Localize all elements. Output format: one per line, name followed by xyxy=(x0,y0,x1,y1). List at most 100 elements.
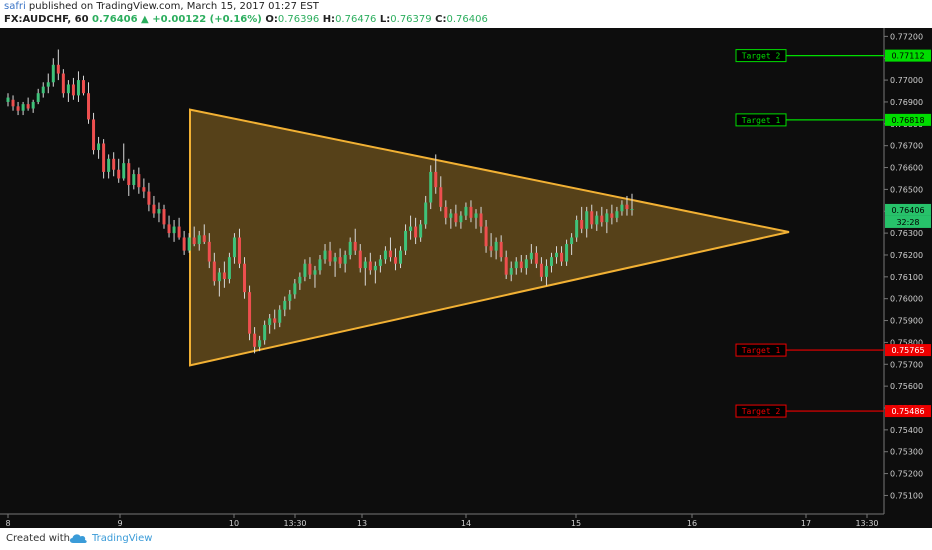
y-tick-label: 0.76200 xyxy=(890,251,923,260)
candle-body xyxy=(132,174,136,186)
created-with-text: Created with xyxy=(6,533,70,544)
y-tick-label: 0.75600 xyxy=(890,382,923,391)
change-value: +0.00122 (+0.16%) xyxy=(152,14,262,25)
target-price-tag xyxy=(885,405,931,418)
candle-body xyxy=(464,206,468,216)
candle-body xyxy=(358,250,362,269)
candle-body xyxy=(479,213,483,227)
candle-body xyxy=(424,202,428,225)
candle-body xyxy=(177,226,181,238)
candle-body xyxy=(353,241,357,251)
last-price: 0.76406 xyxy=(92,14,138,25)
target-price-tag xyxy=(885,49,931,62)
target-price-label: 0.75486 xyxy=(891,407,924,416)
candle-body xyxy=(595,215,599,225)
target-box xyxy=(735,404,787,418)
candle-body xyxy=(620,204,624,212)
candle-body xyxy=(283,300,287,310)
x-tick-label: 10 xyxy=(229,519,239,528)
candle-body xyxy=(21,104,25,111)
candle-body xyxy=(605,213,609,223)
candle-body xyxy=(474,213,478,218)
candle-body xyxy=(600,215,604,223)
candle-body xyxy=(142,187,146,192)
target-box xyxy=(735,343,787,357)
candle-body xyxy=(570,237,574,245)
x-tick-label: 17 xyxy=(801,519,811,528)
candle-body xyxy=(197,235,201,245)
x-tick-label: 13:30 xyxy=(855,519,878,528)
candle-body xyxy=(429,171,433,203)
candle-body xyxy=(41,86,45,94)
candle-body xyxy=(580,220,584,229)
candle-body xyxy=(298,276,302,284)
ohlc-line: FX:AUDCHF, 60 0.76406 ▲ +0.00122 (+0.16%… xyxy=(4,14,488,25)
target-box xyxy=(735,49,787,63)
candle-body xyxy=(227,257,231,280)
y-tick-label: 0.75100 xyxy=(890,491,923,500)
candle-body xyxy=(363,261,367,269)
candle-body xyxy=(449,213,453,218)
candle-body xyxy=(529,252,533,260)
candle-body xyxy=(66,84,70,94)
candle-body xyxy=(419,224,423,238)
candle-body xyxy=(318,259,322,271)
candle-body xyxy=(439,187,443,207)
y-tick-label: 0.76000 xyxy=(890,295,923,304)
candle-body xyxy=(454,213,458,223)
candle-body xyxy=(519,261,523,269)
target-label: Target 2 xyxy=(742,52,781,61)
candle-body xyxy=(71,84,75,96)
candle-body xyxy=(11,99,15,107)
author-link[interactable]: safri xyxy=(4,1,26,12)
candle-body xyxy=(92,119,96,151)
candle-body xyxy=(399,250,403,264)
candle-body xyxy=(117,169,121,179)
chart-canvas[interactable]: 0.772000.771000.770000.769000.768000.767… xyxy=(0,28,932,528)
candle-body xyxy=(76,80,80,96)
candle-body xyxy=(122,163,126,179)
candle-body xyxy=(534,252,538,264)
target-label: Target 1 xyxy=(742,116,781,125)
open-label: O: xyxy=(265,14,278,25)
y-tick-label: 0.76600 xyxy=(890,164,923,173)
candle-body xyxy=(253,333,257,347)
x-tick-label: 8 xyxy=(5,519,10,528)
target-box xyxy=(735,113,787,127)
symbol-label: FX:AUDCHF, 60 xyxy=(4,14,89,25)
y-tick-label: 0.76700 xyxy=(890,142,923,151)
candle-body xyxy=(610,213,614,218)
candle-body xyxy=(630,209,634,211)
candle-body xyxy=(575,220,579,238)
candle-body xyxy=(378,259,382,266)
candle-body xyxy=(393,257,397,264)
candle-body xyxy=(137,174,141,188)
candle-body xyxy=(333,257,337,262)
candle-body xyxy=(514,261,518,269)
candle-body xyxy=(263,324,267,341)
candle-body xyxy=(61,73,65,94)
candle-body xyxy=(222,272,226,280)
candle-body xyxy=(625,204,629,210)
candle-body xyxy=(202,235,206,242)
tradingview-brand[interactable]: TradingView xyxy=(92,533,153,544)
candle-body xyxy=(459,215,463,223)
y-tick-label: 0.77200 xyxy=(890,32,923,41)
x-tick-label: 16 xyxy=(687,519,697,528)
candle-body xyxy=(127,163,131,186)
y-tick-label: 0.75400 xyxy=(890,426,923,435)
candle-body xyxy=(157,209,161,214)
candle-body xyxy=(404,230,408,251)
candle-body xyxy=(544,265,548,277)
candle-body xyxy=(348,241,352,255)
candle-body xyxy=(499,241,503,258)
candle-body xyxy=(585,211,589,229)
candle-body xyxy=(273,318,277,323)
candle-body xyxy=(162,209,166,225)
candle-body xyxy=(248,292,252,334)
candle-body xyxy=(343,254,347,264)
price-chart[interactable]: 0.772000.771000.770000.769000.768000.767… xyxy=(0,28,932,528)
publish-line: safri published on TradingView.com, Marc… xyxy=(4,1,319,12)
low-label: L: xyxy=(379,14,391,25)
candle-body xyxy=(504,257,508,275)
